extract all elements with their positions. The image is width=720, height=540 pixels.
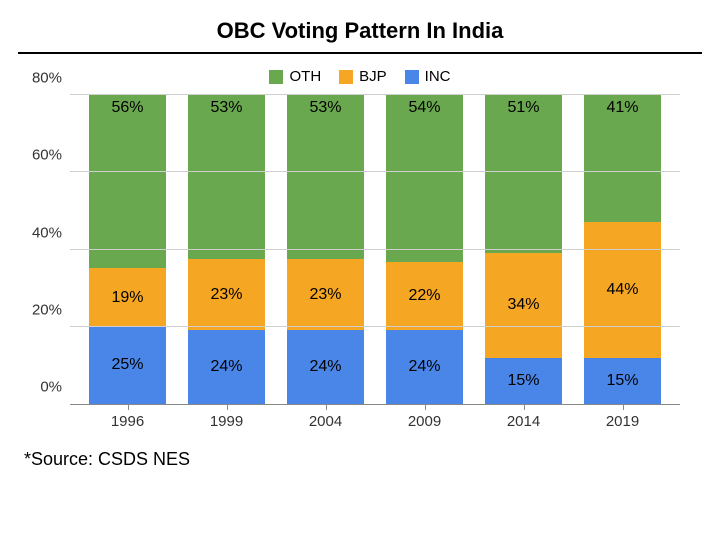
- segment-label: 54%: [408, 99, 440, 117]
- bar: 15% 44% 41%: [584, 95, 661, 404]
- bar-column: 15% 34% 51%: [474, 95, 573, 404]
- bar-column: 24% 23% 53%: [276, 95, 375, 404]
- segment-oth: 53%: [287, 95, 364, 259]
- segment-bjp: 44%: [584, 222, 661, 358]
- legend-swatch-bjp: [339, 70, 353, 84]
- segment-label: 24%: [309, 358, 341, 376]
- segment-inc: 24%: [287, 330, 364, 404]
- chart-area: 25% 19% 56% 24% 23% 53% 24% 23% 53% 24% 22% 54% 15% 3…: [70, 95, 680, 435]
- gridline: [70, 249, 680, 250]
- gridline: [70, 94, 680, 95]
- segment-label: 44%: [606, 281, 638, 299]
- ytick-label: 80%: [32, 70, 62, 87]
- segment-inc: 25%: [89, 327, 166, 404]
- segment-label: 51%: [507, 99, 539, 117]
- segment-label: 25%: [111, 356, 143, 374]
- segment-oth: 53%: [188, 95, 265, 259]
- bar-column: 15% 44% 41%: [573, 95, 672, 404]
- legend-item-inc: INC: [405, 68, 451, 85]
- ytick-label: 60%: [32, 147, 62, 164]
- source-note: *Source: CSDS NES: [0, 435, 720, 470]
- title-rule: [18, 52, 702, 54]
- x-axis-labels: 199619992004200920142019: [70, 405, 680, 435]
- legend-label-oth: OTH: [289, 68, 321, 85]
- segment-inc: 24%: [386, 330, 463, 404]
- segment-label: 15%: [507, 372, 539, 390]
- gridline: [70, 171, 680, 172]
- xtick-label: 2019: [573, 405, 672, 435]
- segment-inc: 15%: [485, 358, 562, 404]
- segment-bjp: 22%: [386, 262, 463, 330]
- bar: 15% 34% 51%: [485, 95, 562, 404]
- xtick-label: 2014: [474, 405, 573, 435]
- xtick-label: 2004: [276, 405, 375, 435]
- bar-column: 24% 23% 53%: [177, 95, 276, 404]
- legend: OTH BJP INC: [0, 62, 720, 95]
- legend-item-bjp: BJP: [339, 68, 387, 85]
- segment-label: 24%: [210, 358, 242, 376]
- segment-label: 19%: [111, 289, 143, 307]
- legend-label-bjp: BJP: [359, 68, 387, 85]
- bar-column: 24% 22% 54%: [375, 95, 474, 404]
- plot-region: 25% 19% 56% 24% 23% 53% 24% 23% 53% 24% 22% 54% 15% 3…: [70, 95, 680, 405]
- segment-bjp: 23%: [188, 259, 265, 330]
- xtick-label: 2009: [375, 405, 474, 435]
- xtick-label: 1999: [177, 405, 276, 435]
- chart-title: OBC Voting Pattern In India: [0, 0, 720, 52]
- segment-label: 34%: [507, 296, 539, 314]
- ytick-label: 0%: [40, 379, 62, 396]
- ytick-label: 20%: [32, 301, 62, 318]
- bar: 24% 22% 54%: [386, 95, 463, 404]
- legend-swatch-inc: [405, 70, 419, 84]
- segment-bjp: 34%: [485, 253, 562, 358]
- segment-oth: 51%: [485, 95, 562, 253]
- segment-label: 53%: [210, 99, 242, 117]
- ytick-label: 40%: [32, 224, 62, 241]
- segment-label: 41%: [606, 99, 638, 117]
- segment-inc: 15%: [584, 358, 661, 404]
- segment-label: 53%: [309, 99, 341, 117]
- segment-label: 23%: [309, 286, 341, 304]
- bars-container: 25% 19% 56% 24% 23% 53% 24% 23% 53% 24% 22% 54% 15% 3…: [70, 95, 680, 404]
- gridline: [70, 326, 680, 327]
- segment-label: 24%: [408, 358, 440, 376]
- segment-label: 56%: [111, 99, 143, 117]
- legend-swatch-oth: [269, 70, 283, 84]
- xtick-label: 1996: [78, 405, 177, 435]
- segment-oth: 41%: [584, 95, 661, 222]
- legend-item-oth: OTH: [269, 68, 321, 85]
- segment-label: 15%: [606, 372, 638, 390]
- segment-oth: 54%: [386, 95, 463, 262]
- bar: 25% 19% 56%: [89, 95, 166, 404]
- legend-label-inc: INC: [425, 68, 451, 85]
- segment-inc: 24%: [188, 330, 265, 404]
- bar: 24% 23% 53%: [188, 95, 265, 404]
- segment-bjp: 23%: [287, 259, 364, 330]
- bar: 24% 23% 53%: [287, 95, 364, 404]
- segment-bjp: 19%: [89, 268, 166, 327]
- segment-label: 23%: [210, 286, 242, 304]
- bar-column: 25% 19% 56%: [78, 95, 177, 404]
- segment-oth: 56%: [89, 95, 166, 268]
- segment-label: 22%: [408, 287, 440, 305]
